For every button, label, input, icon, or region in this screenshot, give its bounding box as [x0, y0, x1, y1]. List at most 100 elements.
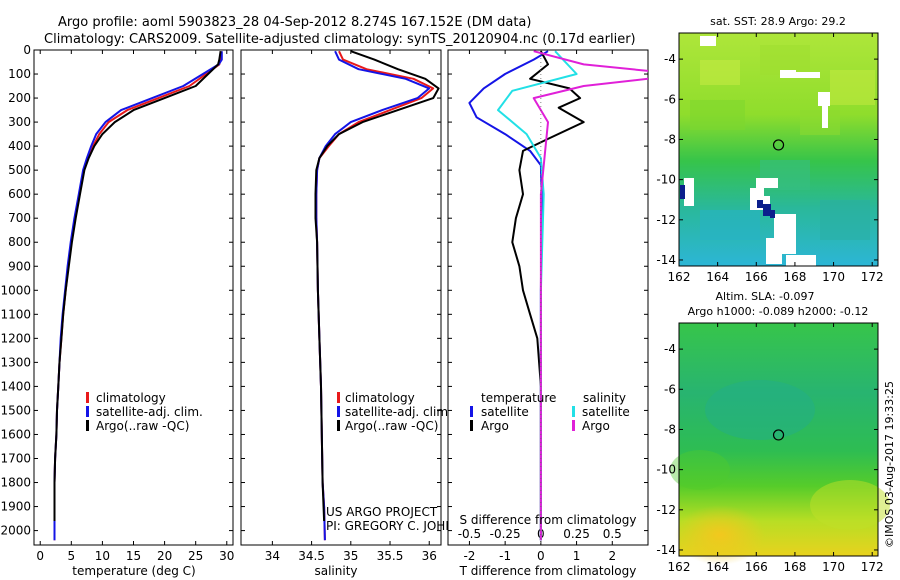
credit-pi: PI: GREGORY C. JOHNSON [326, 519, 480, 533]
lat-tick-label: -10 [656, 463, 676, 477]
lat-tick-label: -12 [656, 213, 676, 227]
x-tick-label: 1 [573, 549, 581, 563]
s-tick-label: 0.5 [603, 527, 622, 541]
legend-swatch-argo [86, 420, 89, 431]
depth-tick-label: 1200 [0, 331, 31, 345]
s-tick-label: 0.25 [563, 527, 590, 541]
depth-tick-label: 200 [8, 91, 31, 105]
x-tick-label: 30 [219, 549, 234, 563]
lat-tick-label: -8 [664, 422, 676, 436]
x-tick-label: 34 [265, 549, 280, 563]
temperature-panel: 0100200300400500600700800900100011001200… [0, 43, 234, 578]
legend-label-satellite: satellite-adj. clim. [345, 405, 452, 419]
x-tick-label: 25 [188, 549, 203, 563]
x-tick-label: 20 [157, 549, 172, 563]
lon-tick-label: 168 [783, 560, 806, 574]
legend-label-climatology: climatology [345, 391, 415, 405]
depth-tick-label: 700 [8, 211, 31, 225]
salinity-depth-ticks [241, 49, 441, 532]
sst-missing-data [684, 36, 830, 266]
lat-tick-label: -6 [664, 92, 676, 106]
depth-tick-label: 1500 [0, 403, 31, 417]
lon-tick-label: 170 [822, 270, 845, 284]
legend-label-s-argo: Argo [582, 419, 610, 433]
lat-tick-label: -4 [664, 52, 676, 66]
sla-argo-location-marker [772, 429, 785, 441]
salinity-panel: 34 34.5 35 35.5 36 salinity climatology sate… [240, 49, 480, 578]
legend-swatch-t-satellite [470, 406, 473, 417]
depth-tick-label: 1600 [0, 427, 31, 441]
legend-label-s-satellite: satellite [582, 405, 630, 419]
series-line-s-argo [532, 50, 648, 541]
temperature-xlabel: temperature (deg C) [72, 564, 195, 578]
salinity-legend: climatology satellite-adj. clim. Argo(..… [337, 391, 452, 433]
series-line-t-argo [511, 50, 585, 541]
lat-tick-label: -10 [656, 173, 676, 187]
x-tick-label: 10 [95, 549, 110, 563]
depth-tick-label: 300 [8, 115, 31, 129]
depth-tick-label: 1400 [0, 379, 31, 393]
sla-map-ticks: 162 164 166 168 170 172 -4 -6 -8 -10 -12 -14 [656, 323, 884, 574]
depth-tick-label: 2000 [0, 524, 31, 538]
legend-swatch-argo [337, 420, 340, 431]
x-tick-label: 35 [343, 549, 358, 563]
legend-swatch-satellite [337, 406, 340, 417]
lon-tick-label: 166 [745, 270, 768, 284]
salinity-axes-frame [240, 49, 442, 546]
lat-tick-label: -4 [664, 342, 676, 356]
temperature-axes-frame [33, 49, 234, 546]
difference-xlabel: T difference from climatology [459, 564, 637, 578]
x-tick-label: 0 [537, 549, 545, 563]
sst-cold-cells [680, 185, 775, 218]
difference-depth-ticks [448, 49, 648, 532]
sst-map-ticks: 162 164 166 168 170 172 -4 -6 -8 -10 -12 -14 [656, 33, 884, 284]
salinity-xlabel: salinity [314, 564, 357, 578]
depth-tick-label: 1800 [0, 476, 31, 490]
legend-swatch-s-argo [572, 420, 575, 431]
depth-tick-label: 900 [8, 259, 31, 273]
sst-argo-location-marker [772, 139, 785, 151]
legend-label-argo: Argo(..raw -QC) [96, 419, 189, 433]
lat-tick-label: -14 [656, 253, 676, 267]
depth-tick-label: 1000 [0, 283, 31, 297]
x-tick-label: 34.5 [298, 549, 325, 563]
depth-tick-label: 600 [8, 187, 31, 201]
sla-map-panel: Altim. SLA: -0.097 Argo h1000: -0.089 h2… [656, 290, 890, 574]
temperature-legend: climatology satellite-adj. clim. Argo(..… [86, 391, 203, 433]
lon-tick-label: 164 [706, 560, 729, 574]
depth-axis-ticks: 0 100 200 300 400 500 600 700 800 900 1000 1100 1200… [0, 43, 233, 538]
legend-label-climatology: climatology [96, 391, 166, 405]
lat-tick-label: -8 [664, 132, 676, 146]
legend-title-salinity: salinity [583, 391, 626, 405]
s-tick-label: -0.25 [490, 527, 521, 541]
x-tick-label: 15 [126, 549, 141, 563]
lon-tick-label: 172 [861, 270, 884, 284]
x-tick-label: 5 [67, 549, 75, 563]
x-tick-label: -1 [499, 549, 511, 563]
difference-series [468, 50, 648, 545]
series-line-argo-raw-qc- [53, 51, 222, 521]
legend-swatch-t-argo [470, 420, 473, 431]
difference-panel: -2 -1 0 1 2 -0.5 -0.25 0 0.25 0.5 S difference f… [447, 49, 649, 578]
legend-swatch-s-satellite [572, 406, 575, 417]
series-line-argo-raw-qc- [314, 50, 440, 522]
legend-label-satellite: satellite-adj. clim. [96, 405, 203, 419]
s-tick-label: -0.5 [458, 527, 481, 541]
x-tick-label: -2 [463, 549, 475, 563]
difference-axes-frame [447, 49, 649, 546]
depth-tick-label: 100 [8, 67, 31, 81]
temperature-series [53, 51, 223, 541]
x-tick-label: 2 [608, 549, 616, 563]
legend-swatch-satellite [86, 406, 89, 417]
lon-tick-label: 164 [706, 270, 729, 284]
sst-map-title: sat. SST: 28.9 Argo: 29.2 [710, 15, 846, 28]
sst-field-texture [690, 45, 875, 240]
legend-label-t-satellite: satellite [481, 405, 529, 419]
lon-tick-label: 170 [822, 560, 845, 574]
depth-tick-label: 1700 [0, 451, 31, 465]
x-tick-label: 36 [422, 549, 437, 563]
legend-swatch-climatology [86, 392, 89, 403]
depth-tick-label: 0 [23, 43, 31, 57]
legend-label-t-argo: Argo [481, 419, 509, 433]
x-tick-label: 0 [36, 549, 44, 563]
